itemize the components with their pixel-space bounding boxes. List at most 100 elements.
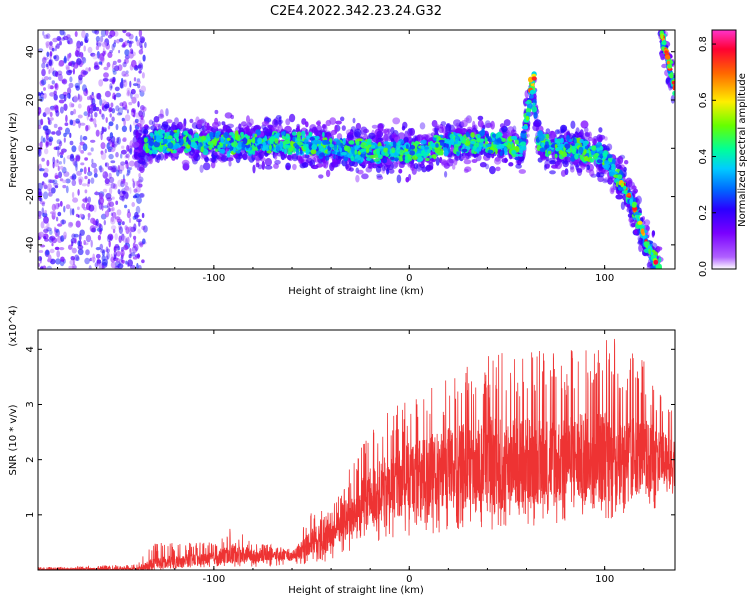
heatmap-cell	[472, 146, 478, 150]
heatmap-cell	[82, 70, 89, 75]
heatmap-cell	[360, 148, 366, 152]
heatmap-cell	[100, 56, 105, 62]
heatmap-cell	[112, 70, 117, 75]
heatmap-cell	[203, 162, 211, 171]
heatmap-cell	[41, 202, 45, 207]
heatmap-cell	[111, 63, 115, 70]
heatmap-cell	[593, 138, 597, 146]
heatmap-cell	[554, 153, 558, 159]
heatmap-cell	[115, 92, 122, 98]
heatmap-cell	[105, 30, 109, 36]
heatmap-cell	[82, 143, 88, 151]
heatmap-cell	[52, 37, 58, 43]
heatmap-cell	[74, 254, 80, 261]
heatmap-cell	[394, 157, 399, 162]
heatmap-cell	[71, 191, 75, 199]
heatmap-cell	[582, 152, 586, 156]
heatmap-cell	[49, 65, 53, 74]
colorbar-ticks: 0.00.20.40.60.8	[698, 36, 716, 277]
heatmap-cell	[258, 152, 263, 161]
heatmap-cell	[602, 179, 608, 184]
heatmap-cell	[79, 96, 83, 102]
heatmap-cell	[94, 112, 98, 118]
colorbar-tick-label: 0.2	[698, 205, 709, 221]
heatmap-cell	[423, 151, 427, 159]
heatmap-cell	[57, 145, 62, 150]
heatmap-cell	[116, 218, 123, 223]
heatmap-cell	[83, 166, 87, 175]
heatmap-cell	[83, 45, 86, 52]
heatmap-cell	[630, 222, 636, 228]
heatmap-cell	[281, 131, 286, 136]
heatmap-cell	[309, 136, 316, 141]
heatmap-cell	[147, 155, 154, 165]
heatmap-cell	[126, 144, 130, 152]
heatmap-cell	[99, 109, 102, 115]
heatmap-cell	[48, 136, 54, 142]
heatmap-cell	[69, 102, 73, 108]
heatmap-cell	[67, 69, 73, 74]
heatmap-cell	[409, 144, 416, 150]
heatmap-cell	[63, 57, 68, 64]
heatmap-cell	[627, 179, 633, 188]
heatmap-cell	[279, 141, 284, 149]
heatmap-cell	[425, 157, 430, 162]
heatmap-cell	[295, 144, 300, 150]
heatmap-cell	[67, 87, 72, 95]
heatmap-cell	[269, 137, 274, 145]
heatmap-cell	[637, 220, 643, 225]
heatmap-cell	[48, 179, 55, 184]
heatmap-cell	[120, 153, 123, 159]
heatmap-cell	[63, 231, 67, 239]
heatmap-cell	[129, 48, 134, 54]
heatmap-cell	[575, 137, 582, 145]
heatmap-cell	[90, 256, 97, 262]
heatmap-cell	[130, 112, 134, 116]
heatmap-cell	[521, 130, 527, 134]
heatmap-cell	[95, 218, 99, 227]
heatmap-cell	[75, 155, 81, 162]
heatmap-cell	[526, 102, 533, 110]
heatmap-cell	[653, 277, 661, 286]
heatmap-cell	[286, 154, 292, 161]
heatmap-cell	[90, 139, 96, 143]
heatmap-cell	[130, 88, 136, 95]
heatmap-cell	[43, 172, 49, 178]
heatmap-cell	[140, 85, 146, 93]
heatmap-cell	[99, 98, 103, 106]
heatmap-cell	[67, 40, 70, 45]
heatmap-cell	[116, 137, 120, 144]
heatmap-cell	[87, 46, 93, 54]
heatmap-cell	[392, 117, 401, 125]
heatmap-cell	[538, 134, 545, 142]
heatmap-cell	[43, 226, 49, 230]
heatmap-cell	[122, 137, 127, 142]
heatmap-cell	[268, 144, 272, 151]
heatmap-cell	[530, 82, 535, 87]
heatmap-cell	[38, 256, 43, 262]
heatmap-cell	[131, 141, 140, 148]
heatmap-cell	[421, 166, 427, 173]
heatmap-cell	[73, 108, 77, 115]
heatmap-cell	[461, 155, 469, 161]
heatmap-cell	[91, 98, 96, 105]
heatmap-cell	[128, 40, 132, 48]
heatmap-cell	[336, 140, 341, 146]
heatmap-cell	[109, 132, 114, 139]
heatmap-cell	[226, 150, 231, 158]
heatmap-cell	[635, 214, 640, 219]
heatmap-cell	[69, 132, 72, 138]
heatmap-cell	[450, 138, 455, 146]
heatmap-cell	[273, 117, 279, 127]
heatmap-cell	[100, 142, 106, 150]
heatmap-cell	[158, 113, 165, 119]
heatmap-cell	[355, 141, 360, 146]
heatmap-cell	[627, 213, 633, 218]
heatmap-cell	[38, 107, 42, 115]
heatmap-cell	[87, 217, 90, 221]
heatmap-cell	[65, 66, 70, 71]
heatmap-cell	[43, 92, 47, 99]
snr-ylabel: SNR (10 * v/v)	[8, 404, 19, 475]
heatmap-cell	[429, 155, 433, 159]
